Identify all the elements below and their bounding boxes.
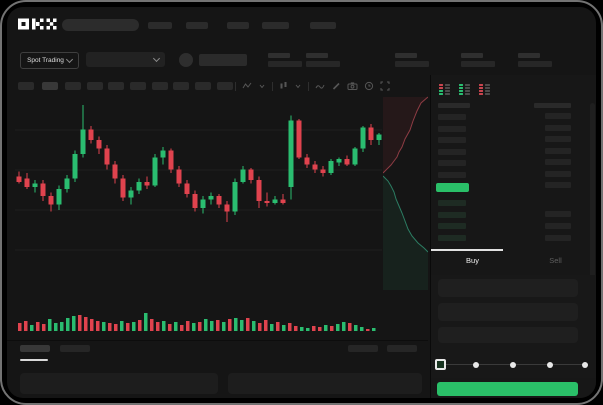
orderbook-row[interactable] [545,182,571,188]
orderbook-mid-price-bar[interactable] [436,183,469,192]
nav-item[interactable] [148,22,172,29]
indicator-icon[interactable] [242,81,252,91]
market-mode-label: Spot Trading [27,57,64,64]
orderbook-row[interactable] [438,160,466,167]
orders-action-button[interactable] [348,345,378,352]
timeframe-button-active[interactable] [42,82,58,90]
tab-sell[interactable]: Sell [549,255,562,265]
amount-slider[interactable] [435,358,588,370]
slider-stop[interactable] [547,361,553,368]
orderbook-row[interactable] [438,114,466,120]
slider-stop[interactable] [473,361,479,368]
price-input[interactable] [438,279,578,297]
slider-handle[interactable] [435,358,446,370]
pair-selector[interactable] [86,52,165,67]
toolbar-divider [308,81,309,91]
nav-item[interactable] [186,22,208,29]
orderbook-price-header [438,103,470,108]
okx-trading-window: Spot Trading [7,7,596,398]
buy-button[interactable] [437,382,578,396]
brush-icon[interactable] [331,81,341,91]
slider-stop[interactable] [582,361,588,368]
volume-chart [18,313,376,331]
chart-type-icon[interactable] [279,81,288,91]
amount-input[interactable] [438,303,578,321]
orderbook-row[interactable] [438,137,466,144]
orders-tab-active[interactable] [20,345,50,352]
okx-logo[interactable] [18,17,58,35]
orderbook-row[interactable] [545,147,571,154]
slider-stop[interactable] [510,361,516,368]
book-view-asks-icon[interactable] [478,83,491,95]
orderbook-row[interactable] [545,124,571,131]
timeframe-button[interactable] [217,82,233,90]
orderbook-row[interactable] [438,172,466,178]
divider [7,340,428,341]
fullscreen-icon[interactable] [380,81,390,91]
orderbook-row[interactable] [438,125,466,132]
trade-side-tabs: Buy Sell [431,248,596,272]
orders-tab[interactable] [60,345,90,352]
orderbook-row[interactable] [545,170,571,177]
nav-item[interactable] [262,22,289,29]
orderbook-row[interactable] [545,211,571,217]
nav-item[interactable] [310,22,336,29]
pair-coin-icon [179,53,193,67]
book-view-bids-icon[interactable] [458,83,471,95]
chevron-down-icon[interactable] [258,82,266,90]
orders-panel-right [228,373,422,394]
book-view-all-icon[interactable] [438,83,451,95]
chevron-down-icon [152,54,161,63]
timeframe-button[interactable] [173,82,189,90]
orderbook-row[interactable] [438,148,466,155]
orderbook-row[interactable] [438,223,466,230]
orderbook-amount-header [534,103,571,108]
timeframe-button[interactable] [130,82,146,90]
orderbook-scrollbar[interactable] [590,103,595,353]
search-input[interactable] [62,19,139,31]
orders-panel-left [20,373,218,394]
camera-icon[interactable] [347,81,358,91]
orderbook-panel: Buy Sell [430,75,596,398]
orderbook-row[interactable] [438,211,466,218]
timeframe-button[interactable] [18,82,34,90]
active-tab-underline [20,359,48,361]
clock-icon[interactable] [364,81,374,91]
buy-tab-underline [431,249,503,251]
orderbook-row[interactable] [545,159,571,165]
timeframe-button[interactable] [87,82,103,90]
orderbook-row[interactable] [545,113,571,119]
trend-line-icon[interactable] [315,81,325,91]
orderbook-row[interactable] [545,235,571,241]
okx-logo-icon [18,18,57,30]
tab-buy[interactable]: Buy [466,255,479,265]
market-mode-selector[interactable]: Spot Trading [20,52,79,69]
orderbook-row[interactable] [545,136,571,142]
orderbook-row[interactable] [545,223,571,229]
chevron-down-icon [65,55,73,64]
pair-name-placeholder [199,54,247,66]
orderbook-row[interactable] [438,200,466,206]
toolbar-divider [235,81,236,91]
nav-item[interactable] [227,22,249,29]
timeframe-button[interactable] [65,82,81,90]
depth-chart[interactable] [383,95,428,290]
timeframe-button[interactable] [195,82,211,90]
candlestick-chart[interactable] [15,98,382,292]
total-input[interactable] [438,327,578,343]
timeframe-button[interactable] [152,82,168,90]
toolbar-divider [272,81,273,91]
orders-action-button[interactable] [387,345,417,352]
chevron-down-icon[interactable] [294,82,302,90]
orderbook-row[interactable] [438,235,466,242]
timeframe-button[interactable] [108,82,124,90]
